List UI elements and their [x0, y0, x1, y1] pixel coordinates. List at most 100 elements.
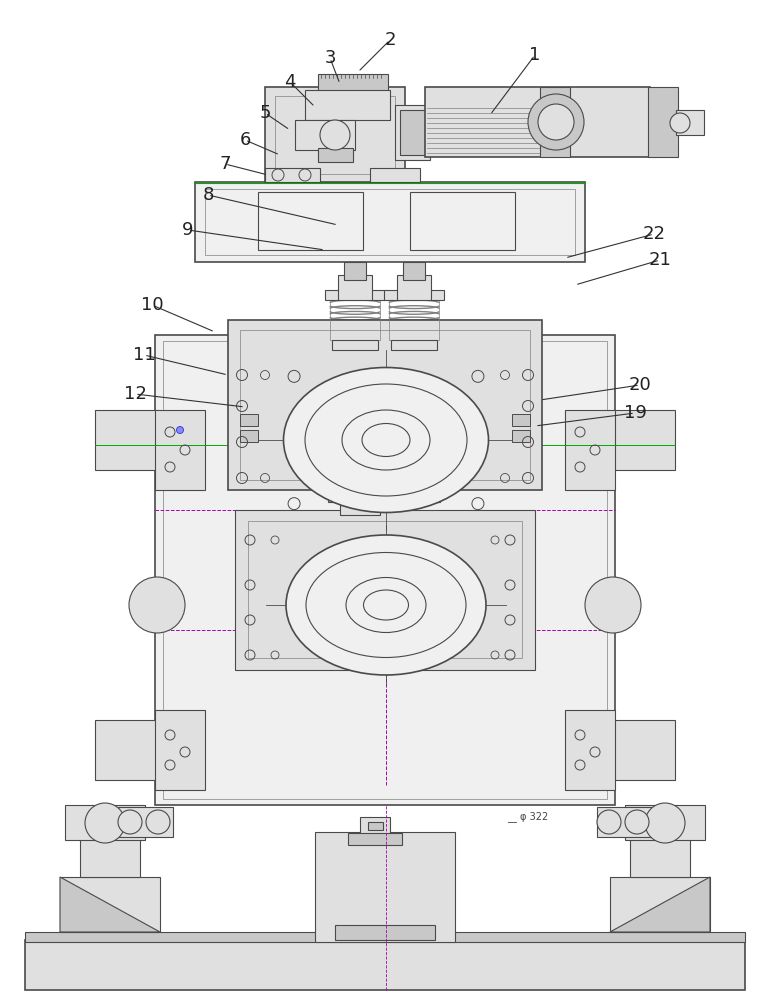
Bar	[370, 168, 420, 182]
Ellipse shape	[284, 367, 489, 512]
Bar	[348, 833, 402, 845]
Text: 1: 1	[530, 46, 540, 64]
Bar	[265, 168, 320, 182]
Bar	[228, 320, 542, 490]
Text: 12: 12	[123, 385, 146, 403]
Circle shape	[129, 577, 185, 633]
Bar	[240, 414, 258, 426]
Text: 20: 20	[628, 376, 651, 394]
Text: 3: 3	[325, 49, 335, 67]
Bar	[95, 720, 157, 780]
Bar	[318, 74, 388, 92]
Text: 10: 10	[140, 296, 163, 314]
Bar	[25, 932, 745, 942]
Bar	[195, 182, 585, 262]
Bar	[597, 807, 652, 837]
Ellipse shape	[346, 578, 426, 633]
Bar	[305, 90, 390, 120]
Bar	[370, 492, 390, 500]
Bar	[425, 87, 650, 157]
Ellipse shape	[342, 410, 430, 470]
Text: 8: 8	[202, 186, 214, 204]
Circle shape	[585, 577, 641, 633]
Bar	[391, 340, 437, 350]
Bar	[60, 877, 160, 932]
Bar	[395, 105, 430, 160]
Circle shape	[118, 810, 142, 834]
Bar	[368, 822, 383, 830]
Bar	[155, 335, 615, 805]
Circle shape	[625, 810, 649, 834]
Bar	[403, 262, 425, 280]
Bar	[565, 710, 615, 790]
Circle shape	[177, 426, 183, 434]
Bar	[295, 120, 355, 150]
Bar	[565, 410, 615, 490]
Bar	[400, 110, 425, 155]
Bar	[613, 720, 675, 780]
Bar	[625, 805, 705, 840]
Bar	[318, 148, 353, 162]
Bar	[235, 510, 535, 670]
Text: 6: 6	[239, 131, 251, 149]
Bar	[410, 192, 515, 250]
Bar	[360, 817, 390, 837]
Bar	[420, 490, 440, 502]
Ellipse shape	[286, 535, 486, 675]
Bar	[80, 837, 140, 877]
Text: 9: 9	[182, 221, 194, 239]
Bar	[397, 275, 431, 300]
Bar	[325, 290, 385, 300]
Bar	[95, 410, 157, 470]
Circle shape	[597, 810, 621, 834]
Bar	[328, 490, 348, 502]
Circle shape	[85, 803, 125, 843]
Text: φ 322: φ 322	[520, 812, 548, 822]
Bar	[240, 430, 258, 442]
Polygon shape	[610, 877, 710, 932]
Bar	[613, 410, 675, 470]
Text: 2: 2	[384, 31, 396, 49]
Bar	[315, 832, 455, 942]
Bar	[258, 192, 363, 250]
Text: 7: 7	[219, 155, 231, 173]
Bar	[118, 807, 173, 837]
Circle shape	[538, 104, 574, 140]
Bar	[155, 710, 205, 790]
Bar	[384, 290, 444, 300]
Bar	[65, 805, 145, 840]
Bar	[332, 340, 378, 350]
Text: 11: 11	[133, 346, 156, 364]
Bar	[610, 877, 710, 932]
Text: 19: 19	[624, 404, 646, 422]
Circle shape	[146, 810, 170, 834]
Bar	[163, 341, 607, 799]
Bar	[648, 87, 678, 157]
Bar	[205, 189, 575, 255]
Bar	[389, 300, 439, 340]
Bar	[676, 110, 704, 135]
Circle shape	[320, 120, 350, 150]
Bar	[335, 925, 435, 940]
Bar	[512, 430, 530, 442]
Bar	[25, 940, 745, 990]
Ellipse shape	[305, 384, 467, 496]
Circle shape	[670, 113, 690, 133]
Text: 4: 4	[284, 73, 296, 91]
Text: 5: 5	[259, 104, 271, 122]
Bar	[248, 521, 522, 658]
Bar	[340, 500, 380, 515]
Bar	[338, 275, 372, 300]
Bar	[330, 300, 380, 340]
Polygon shape	[60, 877, 160, 932]
Bar	[630, 837, 690, 877]
Bar	[265, 87, 405, 182]
Circle shape	[645, 803, 685, 843]
Text: 22: 22	[642, 225, 665, 243]
Bar	[540, 87, 570, 157]
Bar	[240, 330, 530, 480]
Bar	[344, 262, 366, 280]
Bar	[155, 410, 205, 490]
Circle shape	[528, 94, 584, 150]
Bar	[512, 414, 530, 426]
